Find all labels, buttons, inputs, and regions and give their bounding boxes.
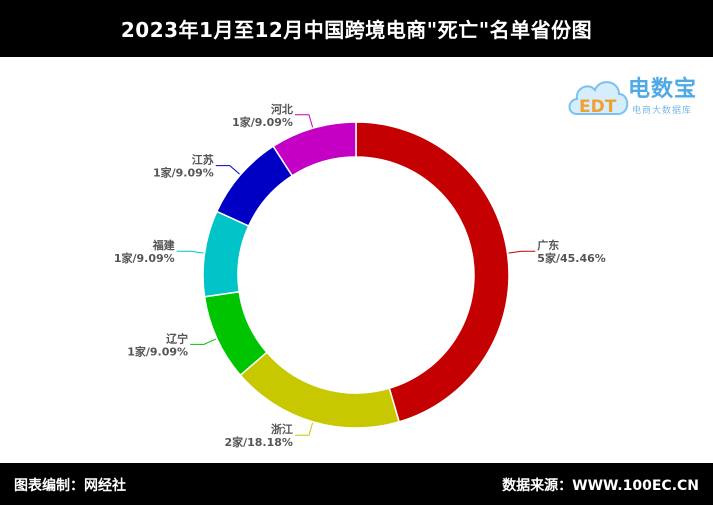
footer-source: 数据来源：WWW.100EC.CN (502, 478, 699, 494)
value-label-guangdong: 5家/45.46% (537, 251, 606, 265)
slice-fujian[interactable] (202, 210, 250, 298)
leader-line-liaoning (190, 338, 217, 345)
leader-line-hebei (294, 114, 314, 128)
leader-line-jiangsu (215, 165, 240, 175)
logo-mark: EDT (579, 97, 617, 117)
logo-subtitle: 电商大数据库 (632, 106, 693, 116)
leader-line-guangdong (508, 250, 536, 254)
value-label-hebei: 1家/9.09% (232, 115, 293, 129)
category-label-hebei: 河北 (271, 102, 293, 116)
value-label-liaoning: 1家/9.09% (127, 344, 188, 358)
chart-area: 广东 5家/45.46% 浙江 2家/18.18% 辽宁 1家/9.09% 福建 1家/9.0… (0, 57, 713, 463)
category-label-liaoning: 辽宁 (166, 331, 188, 345)
category-label-guangdong: 广东 (537, 238, 559, 252)
logo-title: 电数宝 (628, 77, 698, 102)
category-label-jiangsu: 江苏 (192, 153, 214, 167)
donut-chart: 广东5家/45.46%浙江2家/18.18%辽宁1家/9.09%福建1家/9.0… (114, 102, 606, 449)
footer-credit: 图表编制：网经社 (14, 478, 126, 494)
category-label-zhejiang: 浙江 (271, 422, 293, 436)
value-label-jiangsu: 1家/9.09% (153, 166, 214, 180)
leader-line-zhejiang (294, 422, 314, 436)
value-label-fujian: 1家/9.09% (114, 251, 175, 265)
slice-guangdong[interactable] (355, 121, 510, 423)
cloud-logo-icon: EDT (568, 81, 629, 117)
footer: 图表编制：网经社 数据来源：WWW.100EC.CN (0, 463, 713, 505)
category-label-fujian: 福建 (152, 238, 176, 252)
leader-line-fujian (176, 250, 204, 254)
slice-zhejiang[interactable] (239, 351, 401, 429)
logo: EDT (565, 68, 705, 124)
slice-hebei[interactable] (272, 121, 357, 177)
value-label-zhejiang: 2家/18.18% (224, 435, 293, 449)
chart-title: 2023年1月至12月中国跨境电商"死亡"名单省份图 (0, 0, 713, 57)
